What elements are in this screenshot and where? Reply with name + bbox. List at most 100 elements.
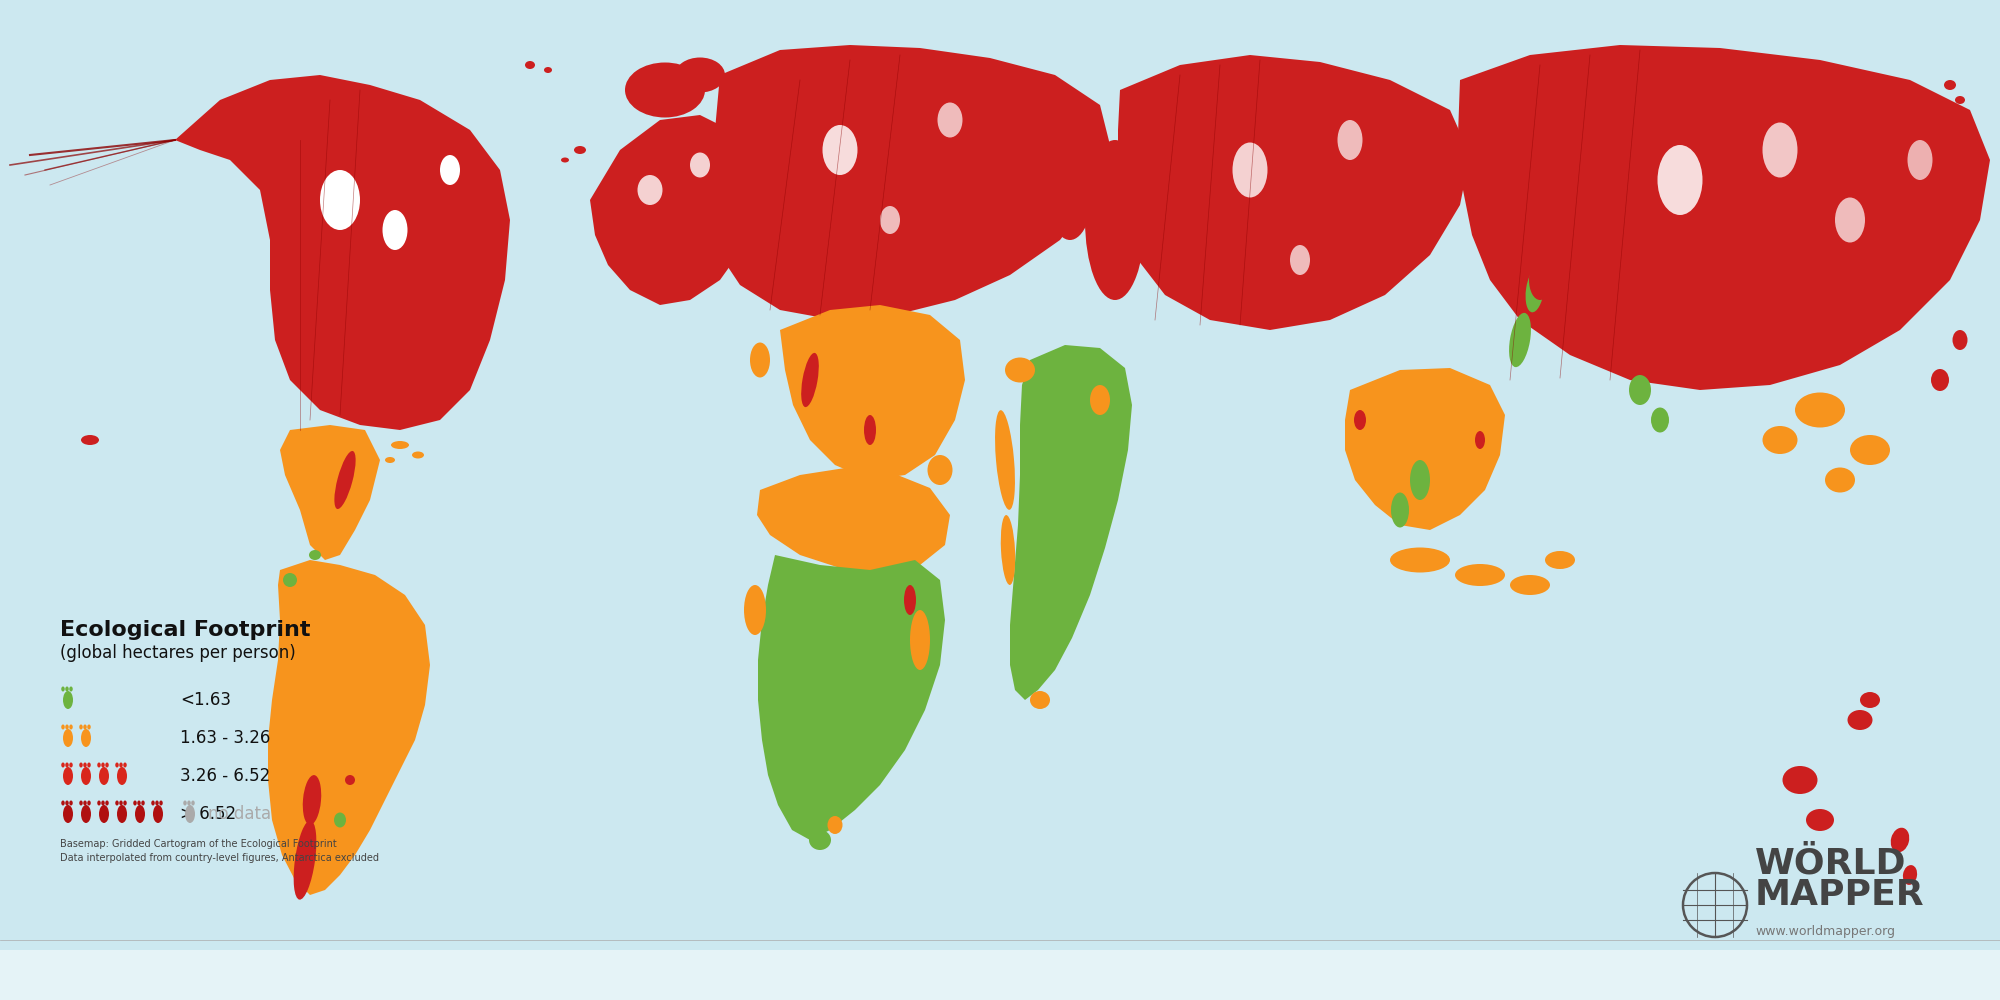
Ellipse shape: [124, 762, 126, 768]
Polygon shape: [712, 45, 1110, 320]
Ellipse shape: [544, 67, 552, 73]
Ellipse shape: [392, 441, 410, 449]
Ellipse shape: [80, 435, 100, 445]
Ellipse shape: [1782, 766, 1818, 794]
Ellipse shape: [66, 762, 68, 768]
Ellipse shape: [64, 691, 72, 709]
Ellipse shape: [880, 206, 900, 234]
Ellipse shape: [138, 800, 140, 806]
Ellipse shape: [102, 762, 104, 768]
Ellipse shape: [334, 451, 356, 509]
Ellipse shape: [1546, 225, 1564, 255]
Ellipse shape: [184, 805, 196, 823]
Ellipse shape: [62, 686, 64, 692]
Ellipse shape: [1456, 564, 1506, 586]
Ellipse shape: [134, 800, 136, 806]
Ellipse shape: [70, 800, 72, 806]
Ellipse shape: [412, 452, 424, 458]
Ellipse shape: [98, 800, 100, 806]
Ellipse shape: [1952, 330, 1968, 350]
Ellipse shape: [524, 61, 536, 69]
Ellipse shape: [1850, 435, 1890, 465]
Ellipse shape: [102, 800, 104, 806]
Ellipse shape: [80, 805, 92, 823]
Ellipse shape: [828, 816, 842, 834]
Ellipse shape: [64, 805, 72, 823]
Ellipse shape: [192, 800, 194, 806]
Ellipse shape: [100, 805, 108, 823]
Ellipse shape: [1932, 369, 1948, 391]
Ellipse shape: [64, 729, 72, 747]
Ellipse shape: [802, 353, 818, 407]
Ellipse shape: [1510, 575, 1550, 595]
Ellipse shape: [152, 800, 154, 806]
Ellipse shape: [346, 775, 356, 785]
Ellipse shape: [1354, 410, 1366, 430]
Polygon shape: [590, 115, 756, 305]
Ellipse shape: [1944, 80, 1956, 90]
Ellipse shape: [1762, 426, 1798, 454]
Ellipse shape: [1530, 260, 1552, 300]
Ellipse shape: [80, 800, 82, 806]
Ellipse shape: [808, 830, 832, 850]
Ellipse shape: [66, 724, 68, 730]
Ellipse shape: [80, 767, 92, 785]
Ellipse shape: [938, 103, 962, 137]
Ellipse shape: [638, 175, 662, 205]
Text: no data: no data: [208, 805, 272, 823]
Ellipse shape: [1232, 142, 1268, 198]
Ellipse shape: [62, 724, 64, 730]
Ellipse shape: [750, 342, 770, 377]
Ellipse shape: [1806, 809, 1834, 831]
Ellipse shape: [1290, 245, 1310, 275]
Text: Data interpolated from country-level figures, Antarctica excluded: Data interpolated from country-level fig…: [60, 853, 380, 863]
Ellipse shape: [98, 762, 100, 768]
Ellipse shape: [1544, 551, 1576, 569]
Ellipse shape: [440, 155, 460, 185]
Ellipse shape: [910, 610, 930, 670]
Text: Ecological Footprint: Ecological Footprint: [60, 620, 310, 640]
Ellipse shape: [100, 767, 108, 785]
Ellipse shape: [822, 125, 858, 175]
Ellipse shape: [70, 686, 72, 692]
Ellipse shape: [1836, 198, 1864, 242]
Ellipse shape: [1796, 392, 1844, 428]
Ellipse shape: [116, 805, 128, 823]
Ellipse shape: [1090, 385, 1110, 415]
Ellipse shape: [184, 800, 186, 806]
Polygon shape: [1458, 45, 1990, 390]
Ellipse shape: [160, 800, 162, 806]
Ellipse shape: [1956, 96, 1964, 104]
Ellipse shape: [690, 152, 710, 178]
Polygon shape: [758, 555, 946, 840]
Ellipse shape: [1030, 691, 1050, 709]
Ellipse shape: [152, 805, 164, 823]
Ellipse shape: [334, 812, 346, 828]
Ellipse shape: [996, 410, 1014, 510]
Text: WÖRLD: WÖRLD: [1756, 846, 1906, 880]
Ellipse shape: [1044, 120, 1096, 240]
Ellipse shape: [384, 457, 396, 463]
Ellipse shape: [70, 762, 72, 768]
Ellipse shape: [302, 775, 322, 825]
Ellipse shape: [88, 800, 90, 806]
Text: Basemap: Gridded Cartogram of the Ecological Footprint: Basemap: Gridded Cartogram of the Ecolog…: [60, 839, 336, 849]
Ellipse shape: [1762, 122, 1798, 178]
Ellipse shape: [744, 585, 766, 635]
Text: www.worldmapper.org: www.worldmapper.org: [1756, 925, 1896, 938]
Ellipse shape: [120, 762, 122, 768]
Polygon shape: [268, 560, 430, 895]
Ellipse shape: [744, 251, 766, 289]
Bar: [0, 950, 2000, 1000]
Ellipse shape: [1658, 145, 1702, 215]
Polygon shape: [756, 468, 950, 572]
Ellipse shape: [1890, 828, 1910, 852]
Ellipse shape: [294, 820, 316, 900]
Ellipse shape: [1006, 358, 1036, 382]
Ellipse shape: [84, 800, 86, 806]
Ellipse shape: [66, 800, 68, 806]
Ellipse shape: [106, 762, 108, 768]
Ellipse shape: [320, 170, 360, 230]
Ellipse shape: [864, 415, 876, 445]
Ellipse shape: [1860, 692, 1880, 708]
